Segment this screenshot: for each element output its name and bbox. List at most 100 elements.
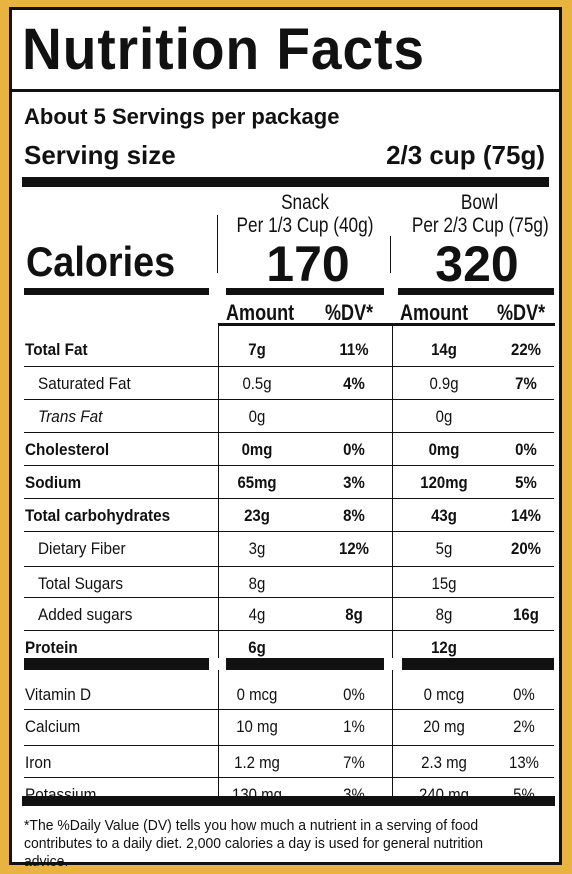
row-divider	[24, 498, 554, 499]
calories-divider	[226, 288, 384, 295]
snack-calories: 170	[266, 236, 350, 292]
nutrient-snack-amount: 23g	[244, 506, 270, 525]
nutrient-snack-dv: 4%	[343, 374, 365, 393]
snack-name: Snack	[281, 191, 329, 214]
snack-column-header: Snack Per 1/3 Cup (40g)	[231, 191, 379, 237]
nutrient-bowl-amount: 0g	[435, 407, 453, 426]
vitamin-snack-dv: 7%	[343, 753, 365, 772]
nutrient-bowl-dv: 0%	[515, 440, 537, 459]
nutrient-bowl-dv: 14%	[511, 506, 541, 525]
vitamin-label: Vitamin D	[25, 685, 92, 704]
vitamin-bowl-amount: 20 mg	[423, 717, 465, 736]
bowl-calories: 320	[435, 236, 519, 292]
nutrient-label: Total Fat	[25, 340, 88, 359]
nutrient-bowl-amount: 15g	[431, 574, 457, 593]
snack-amount-header: Amount	[226, 300, 295, 325]
nutrient-label: Trans Fat	[38, 407, 103, 426]
row-divider	[24, 366, 554, 367]
row-divider	[24, 709, 554, 710]
bowl-name: Bowl	[460, 191, 499, 214]
nutrient-snack-amount: 65mg	[237, 473, 277, 492]
thick-divider-vitamins	[402, 658, 554, 670]
nutrient-bowl-dv: 20%	[511, 539, 541, 558]
thick-divider-top	[22, 177, 549, 187]
vitamin-bowl-dv: 0%	[513, 685, 535, 704]
vitamin-bowl-dv: 2%	[513, 717, 535, 736]
nutrient-bowl-dv: 5%	[515, 473, 537, 492]
calories-divider	[24, 288, 209, 295]
snack-per: Per 1/3 Cup (40g)	[236, 214, 374, 237]
vitamin-snack-dv: 0%	[343, 685, 365, 704]
nutrient-bowl-amount: 120mg	[420, 473, 468, 492]
nutrient-snack-amount: 0g	[248, 407, 266, 426]
row-divider	[24, 399, 554, 400]
vitamin-bowl-dv: 13%	[509, 753, 539, 772]
vitamin-label: Iron	[25, 753, 52, 772]
nutrient-snack-amount: 4g	[248, 605, 266, 624]
nutrient-bowl-amount: 8g	[435, 605, 453, 624]
vitamin-bowl-amount: 2.3 mg	[421, 753, 467, 772]
calories-label: Calories	[26, 238, 176, 285]
row-divider	[24, 566, 554, 567]
nutrition-facts-label: Nutrition Facts About 5 Servings per pac…	[9, 7, 562, 870]
bowl-amount-header: Amount	[400, 300, 469, 325]
nutrient-snack-dv: 0%	[343, 440, 365, 459]
nutrient-snack-dv: 11%	[339, 340, 369, 359]
column-divider	[390, 236, 391, 273]
thick-divider-vitamins	[24, 658, 209, 670]
nutrient-bowl-dv: 16g	[513, 605, 539, 624]
nutrient-snack-amount: 7g	[248, 340, 266, 359]
nutrient-bowl-amount: 14g	[431, 340, 457, 359]
column-divider	[218, 326, 219, 658]
nutrient-snack-amount: 3g	[248, 539, 266, 558]
row-divider	[24, 465, 554, 466]
serving-size-label: Serving size	[24, 140, 176, 170]
nutrient-label: Added sugars	[38, 605, 133, 624]
nutrient-bowl-dv: 7%	[515, 374, 537, 393]
thick-divider-bottom	[22, 796, 555, 806]
nutrient-snack-dv: 12%	[339, 539, 369, 558]
nutrient-label: Dietary Fiber	[38, 539, 126, 558]
footnote: *The %Daily Value (DV) tells you how muc…	[24, 817, 484, 870]
nutrient-bowl-amount: 5g	[435, 539, 453, 558]
row-divider	[24, 531, 554, 532]
vitamin-label: Calcium	[25, 717, 81, 736]
column-divider	[392, 670, 393, 796]
vitamin-snack-amount: 1.2 mg	[234, 753, 280, 772]
serving-size-value: 2/3 cup (75g)	[386, 140, 545, 170]
vitamin-snack-amount: 10 mg	[236, 717, 278, 736]
nutrient-bowl-amount: 0mg	[428, 440, 460, 459]
column-divider	[217, 215, 218, 273]
nutrient-snack-dv: 8%	[343, 506, 365, 525]
nutrient-bowl-dv: 22%	[511, 340, 541, 359]
nutrient-label: Sodium	[25, 473, 82, 492]
nutrient-bowl-amount: 0.9g	[429, 374, 459, 393]
nutrient-snack-amount: 6g	[248, 638, 266, 657]
nutrient-label: Saturated Fat	[38, 374, 131, 393]
subheader-divider	[218, 323, 555, 326]
row-divider	[24, 432, 554, 433]
nutrient-label: Total carbohydrates	[25, 506, 171, 525]
servings-per-package: About 5 Servings per package	[24, 104, 340, 129]
vitamin-snack-dv: 1%	[343, 717, 365, 736]
nutrient-bowl-amount: 12g	[431, 638, 457, 657]
label-title: Nutrition Facts	[22, 17, 426, 82]
nutrient-label: Total Sugars	[38, 574, 124, 593]
column-divider	[392, 326, 393, 658]
nutrient-snack-amount: 0.5g	[242, 374, 272, 393]
nutrient-label: Cholesterol	[25, 440, 110, 459]
thick-divider-vitamins	[226, 658, 384, 670]
column-divider	[218, 670, 219, 796]
row-divider	[24, 777, 554, 778]
row-divider	[24, 630, 554, 631]
nutrient-bowl-amount: 43g	[431, 506, 457, 525]
vitamin-snack-amount: 0 mcg	[236, 685, 278, 704]
bowl-dv-header: %DV*	[497, 300, 546, 325]
bowl-column-header: Bowl Per 2/3 Cup (75g)	[411, 191, 549, 237]
title-divider	[12, 89, 559, 92]
row-divider	[24, 597, 554, 598]
nutrient-snack-amount: 0mg	[241, 440, 273, 459]
calories-divider	[398, 288, 554, 295]
row-divider	[24, 745, 554, 746]
bowl-per: Per 2/3 Cup (75g)	[411, 214, 549, 237]
